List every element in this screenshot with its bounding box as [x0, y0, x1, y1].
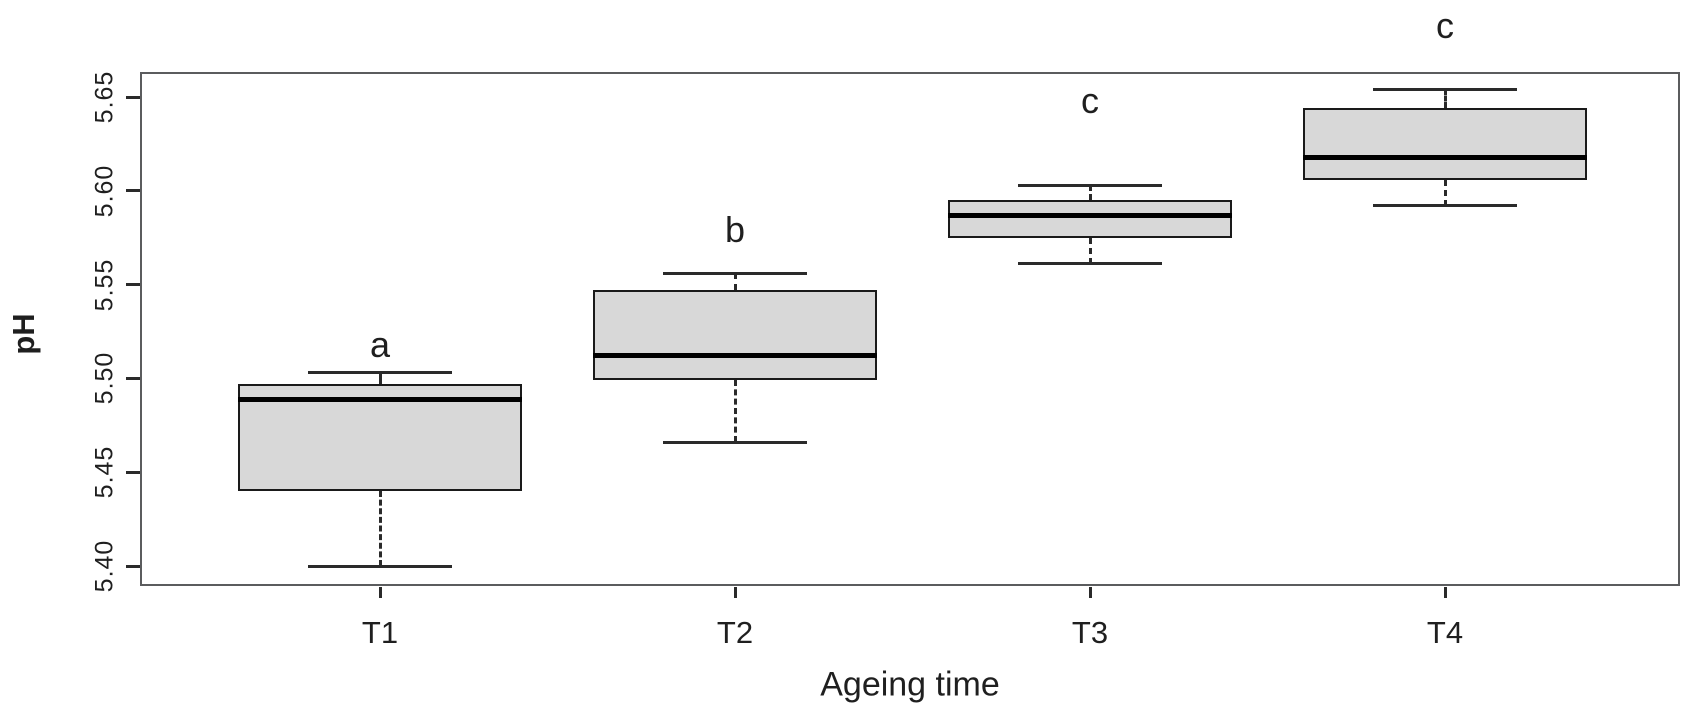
median-line	[593, 353, 877, 359]
upper-whisker-cap	[1373, 87, 1517, 91]
significance-letter: c	[1436, 4, 1454, 46]
category-label: T4	[1426, 615, 1464, 650]
upper-whisker-cap	[1018, 183, 1162, 187]
significance-letter: b	[724, 209, 746, 251]
y-tick-mark	[126, 376, 140, 380]
plot-frame	[140, 72, 1680, 586]
x-tick-mark	[733, 587, 737, 598]
y-tick-label: 5.60	[90, 164, 119, 218]
lower-whisker-cap	[663, 440, 807, 444]
upper-whisker-line	[1088, 185, 1092, 201]
x-axis-title: Ageing time	[820, 665, 1000, 704]
significance-letter: a	[369, 323, 391, 365]
category-label: T1	[361, 615, 399, 650]
y-tick-label: 5.50	[90, 352, 119, 405]
y-tick-mark	[126, 95, 140, 99]
iqr-box	[1303, 108, 1587, 180]
upper-whisker-line	[733, 273, 737, 291]
iqr-box	[948, 200, 1232, 238]
upper-whisker-cap	[308, 371, 452, 375]
lower-whisker-cap	[1373, 204, 1517, 208]
y-tick-label: 5.65	[90, 70, 119, 124]
upper-whisker-line	[1443, 89, 1447, 109]
lower-whisker-line	[1443, 179, 1447, 206]
y-tick-mark	[126, 564, 140, 568]
iqr-box	[238, 384, 522, 491]
median-line	[238, 396, 522, 402]
upper-whisker-line	[378, 372, 382, 385]
y-tick-label: 5.45	[90, 445, 119, 499]
upper-whisker-cap	[663, 271, 807, 275]
iqr-box	[593, 290, 877, 381]
x-tick-mark	[1088, 587, 1092, 598]
lower-whisker-line	[733, 380, 737, 443]
x-tick-mark	[378, 587, 382, 598]
category-label: T2	[716, 615, 754, 650]
median-line	[1303, 154, 1587, 160]
y-tick-mark	[126, 470, 140, 474]
lower-whisker-cap	[1018, 262, 1162, 266]
median-line	[948, 212, 1232, 218]
y-tick-mark	[126, 189, 140, 193]
x-tick-mark	[1443, 587, 1447, 598]
significance-letter: c	[1081, 79, 1099, 121]
lower-whisker-line	[378, 490, 382, 566]
category-label: T3	[1071, 615, 1109, 650]
y-tick-label: 5.40	[90, 539, 119, 593]
y-tick-label: 5.55	[90, 258, 119, 311]
y-tick-mark	[126, 283, 140, 287]
lower-whisker-cap	[308, 564, 452, 568]
lower-whisker-line	[1088, 237, 1092, 264]
y-axis-title: pH	[6, 313, 41, 355]
